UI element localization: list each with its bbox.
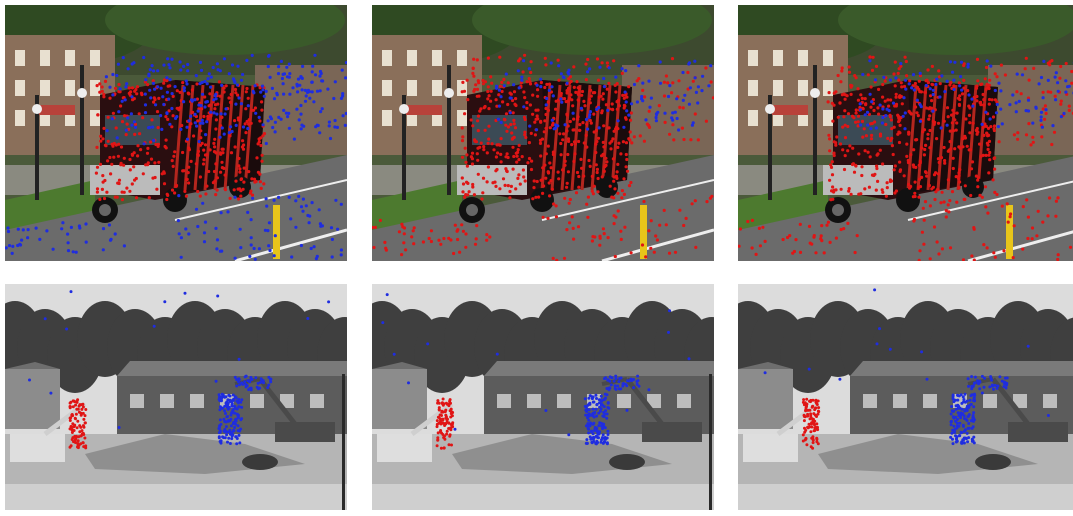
construction-panel-2 [372, 284, 714, 510]
construction-scene-image [5, 284, 347, 510]
feature-points [372, 53, 714, 261]
truck-panel-3 [738, 5, 1073, 261]
feature-points [5, 53, 347, 261]
truck-scene-image [372, 5, 714, 261]
truck-scene-image [5, 5, 347, 261]
feature-points [28, 290, 331, 450]
feature-points [381, 293, 691, 450]
construction-scene-image [372, 284, 714, 510]
truck-panel-1 [5, 5, 347, 261]
construction-scene-image [738, 284, 1073, 510]
construction-panel-1 [5, 284, 347, 510]
construction-panel-3 [738, 284, 1073, 510]
truck-scene-image [738, 5, 1073, 261]
feature-points [763, 288, 1050, 450]
truck-panel-2 [372, 5, 714, 261]
feature-points [738, 55, 1073, 261]
